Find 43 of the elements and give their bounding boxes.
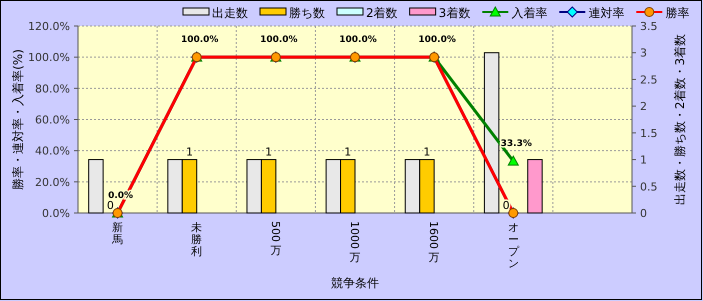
legend-label: 2着数 [366, 6, 398, 20]
y2-tick-label: 0.5 [640, 180, 658, 194]
y2-tick-label: 0 [640, 207, 647, 220]
y2-tick-label: 2.5 [640, 73, 658, 86]
category-label: 未勝利 [191, 221, 202, 258]
x-axis-title: 競争条件 [331, 276, 379, 290]
category-label: 1600万 [427, 221, 440, 264]
point [508, 156, 519, 166]
y-tick-label: 0.0% [42, 207, 70, 220]
category-label: 新馬 [112, 221, 124, 246]
data-label: 1 [423, 146, 430, 159]
data-label: 1 [344, 146, 352, 159]
legend-label: 連対率 [588, 6, 624, 20]
data-label: 1 [265, 146, 272, 159]
y-tick-label: 80.0% [35, 82, 70, 96]
data-label: 33.3% [500, 139, 532, 150]
y-tick-label: 100.0% [28, 51, 70, 64]
category-label: 1000万 [348, 221, 361, 264]
data-label: 0 [106, 199, 114, 212]
data-label: 100.0% [180, 35, 218, 46]
y-tick-label: 20.0% [35, 176, 70, 189]
data-label: 0 [502, 199, 510, 212]
y2-tick-label: 2 [640, 100, 647, 114]
y-tick-label: 60.0% [35, 114, 70, 126]
data-label: 100.0% [418, 35, 456, 46]
data-label: 100.0% [260, 35, 298, 46]
legend-label: 勝ち数 [289, 6, 325, 20]
data-label: 1 [186, 146, 193, 159]
y-tick-label: 120.0% [28, 20, 70, 33]
legend-label: 勝率 [665, 6, 690, 20]
y-axis-title: 勝率・連対率・入着率(%) [11, 49, 25, 190]
legend-label: 3着数 [438, 6, 470, 20]
category-label: 500万 [268, 221, 282, 257]
legend-label: 入着率 [511, 6, 548, 20]
y2-tick-label: 3.5 [640, 20, 658, 33]
category-label: オープン [508, 221, 519, 270]
y2-axis-title: 出走数・勝ち数・2着数・3着数 [673, 34, 687, 206]
y-tick-label: 40.0% [35, 144, 70, 158]
data-label: 100.0% [339, 35, 377, 46]
y2-tick-label: 1.5 [640, 126, 658, 140]
y2-tick-label: 3 [640, 46, 647, 60]
y2-tick-label: 1 [640, 154, 647, 167]
legend-label: 出走数 [212, 6, 248, 20]
